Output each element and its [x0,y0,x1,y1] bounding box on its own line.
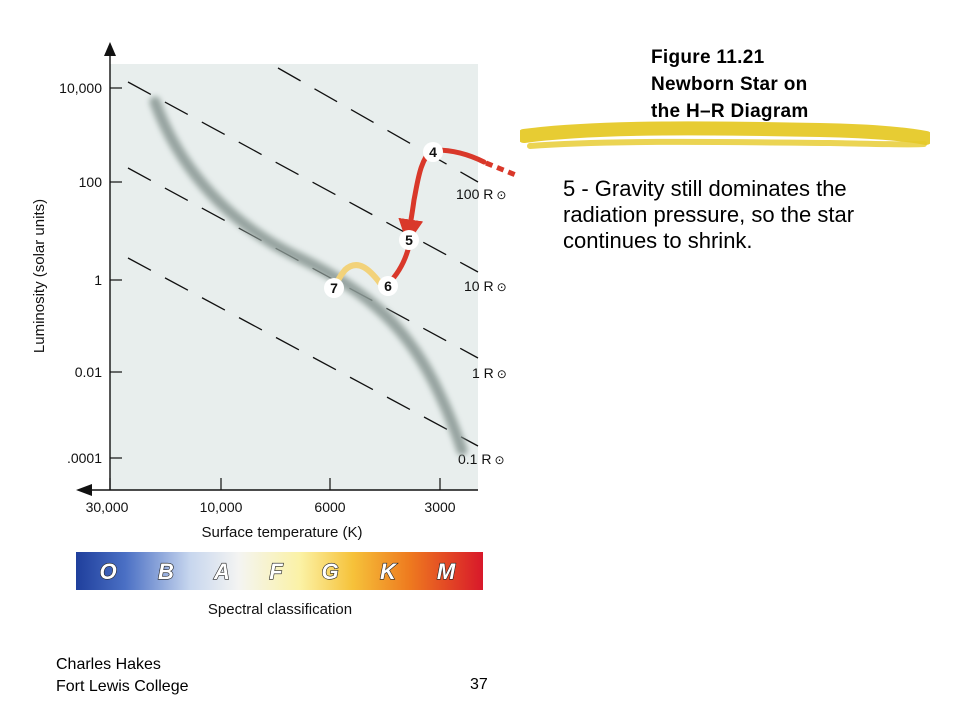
figure-title: Figure 11.21 Newborn Star on the H–R Dia… [651,44,891,125]
radius-label: 1 R ⊙ [472,365,507,381]
x-axis-title: Surface temperature (K) [202,524,363,541]
y-tick-label: 100 [79,174,103,190]
radius-label: 100 R ⊙ [456,186,506,202]
stage-marker-6: 6 [378,276,398,296]
svg-text:4: 4 [429,144,437,160]
radius-line-1 [127,167,479,359]
y-tick-label: 1 [94,272,102,288]
footer-author-name: Charles Hakes [56,656,161,673]
x-axis-arrow [76,484,92,496]
svg-text:5: 5 [405,232,413,248]
x-tick-label: 30,000 [86,499,129,515]
y-tick-label: 10,000 [59,80,102,96]
y-tick-label: .0001 [67,450,102,466]
x-tick-label: 6000 [314,499,345,515]
radius-line-01 [127,257,479,447]
track-red-dotted [485,160,519,179]
spectral-class-F: F [269,559,283,584]
spectral-class-G: G [321,559,338,584]
y-axis-arrow [104,42,116,56]
spectral-classification-label: Spectral classification [208,601,352,618]
figure-title-line: the H–R Diagram [651,101,809,122]
y-ticks [110,87,122,459]
x-ticks [109,478,441,490]
stage-marker-5: 5 [399,230,419,250]
radius-lines [127,67,479,447]
x-tick-label: 3000 [424,499,455,515]
footer-author: Charles Hakes Fort Lewis College [56,654,189,698]
spectral-class-O: O [99,559,116,584]
main-sequence-band [149,96,468,456]
highlight-brush-stroke [520,121,930,149]
spectral-bar [76,552,483,590]
stage-marker-7: 7 [324,278,344,298]
stage-marker-4: 4 [423,142,443,162]
page-number: 37 [470,676,488,693]
spectral-class-M: M [437,559,456,584]
spectral-class-B: B [158,559,174,584]
radius-label: 10 R ⊙ [464,278,507,294]
x-tick-label: 10,000 [200,499,243,515]
radius-label: 0.1 R ⊙ [458,451,505,467]
axes [76,42,478,496]
spectral-class-A: A [213,559,230,584]
footer-college: Fort Lewis College [56,678,189,695]
spectral-class-K: K [380,559,398,584]
stage-caption: 5 - Gravity still dominates the radiatio… [563,176,855,253]
radius-line-10 [127,81,479,273]
track-red [398,146,435,245]
figure-title-line: Figure 11.21 [651,47,765,68]
svg-text:6: 6 [384,278,392,294]
svg-text:7: 7 [330,280,338,296]
figure-title-line: Newborn Star on [651,74,808,95]
radius-line-100 [277,67,479,183]
y-axis-title: Luminosity (solar units) [31,199,48,353]
y-tick-label: 0.01 [75,364,102,380]
